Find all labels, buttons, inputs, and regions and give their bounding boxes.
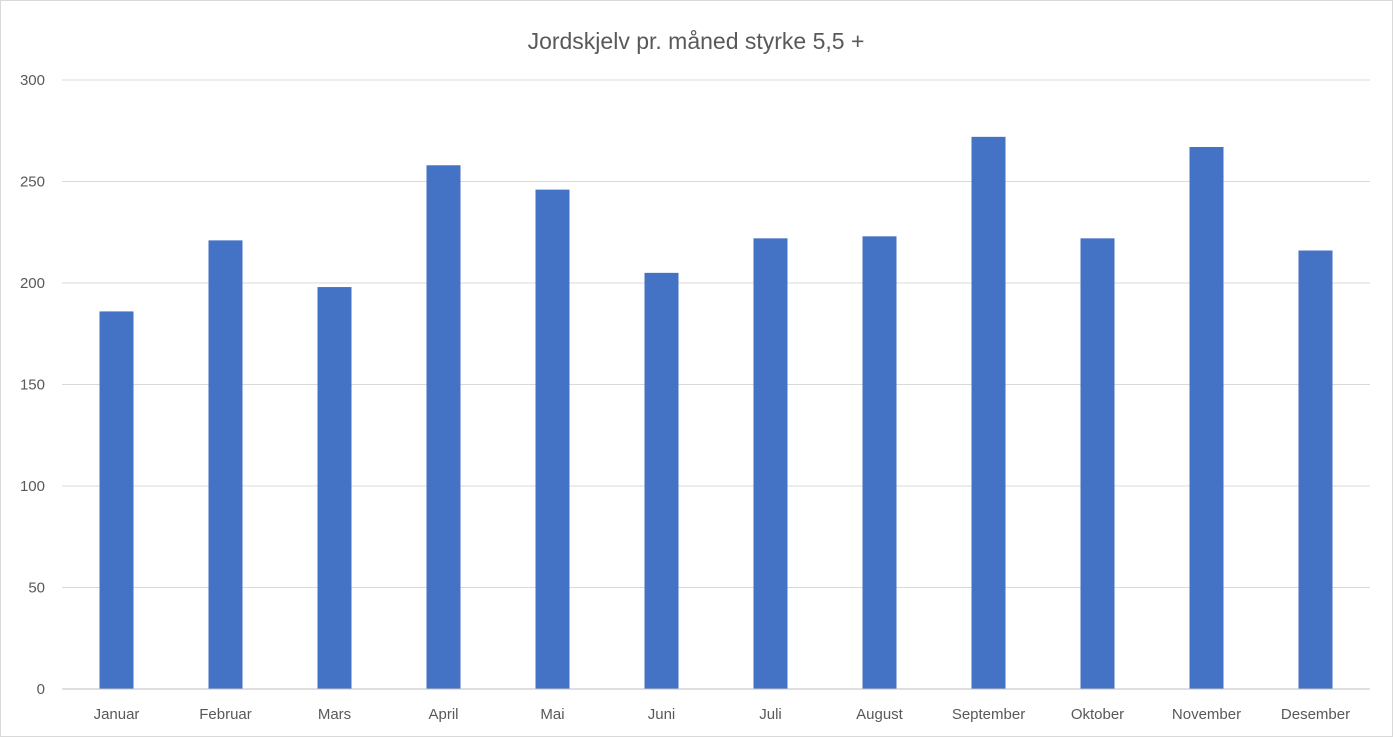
x-tick-label: Mai xyxy=(540,706,564,723)
y-tick-label: 150 xyxy=(20,377,45,394)
bar-september xyxy=(971,136,1006,690)
x-tick-label: Mars xyxy=(318,706,351,723)
y-tick-label: 100 xyxy=(20,478,45,495)
bar-mai xyxy=(535,189,570,689)
bar-november xyxy=(1189,146,1224,690)
y-axis-tick-labels: 0 50 100 150 200 250 300 xyxy=(20,72,45,698)
bars xyxy=(99,136,1333,690)
x-tick-label: Januar xyxy=(94,706,140,723)
bar-oktober xyxy=(1080,238,1115,689)
y-tick-label: 250 xyxy=(20,174,45,191)
x-tick-label: April xyxy=(428,706,458,723)
bar-juni xyxy=(644,272,679,689)
x-tick-label: Oktober xyxy=(1071,706,1124,723)
bar-januar xyxy=(99,311,134,689)
y-tick-label: 50 xyxy=(28,580,45,597)
x-tick-label: September xyxy=(952,706,1025,723)
y-tick-label: 300 xyxy=(20,72,45,89)
x-tick-label: Februar xyxy=(199,706,252,723)
y-tick-label: 0 xyxy=(37,681,45,698)
x-tick-label: August xyxy=(856,706,904,723)
bar-april xyxy=(426,165,461,689)
x-tick-label: Desember xyxy=(1281,706,1350,723)
bar-februar xyxy=(208,240,243,689)
x-tick-label: November xyxy=(1172,706,1241,723)
x-tick-label: Juli xyxy=(759,706,782,723)
y-tick-label: 200 xyxy=(20,275,45,292)
bar-august xyxy=(862,236,897,689)
chart-title: Jordskjelv pr. måned styrke 5,5 + xyxy=(528,28,865,54)
bar-mars xyxy=(317,287,352,689)
bar-desember xyxy=(1298,250,1333,689)
x-axis-tick-labels: Januar Februar Mars April Mai Juni Juli August S… xyxy=(94,706,1351,723)
x-tick-label: Juni xyxy=(648,706,676,723)
gridlines xyxy=(62,79,1370,588)
bar-juli xyxy=(753,238,788,689)
